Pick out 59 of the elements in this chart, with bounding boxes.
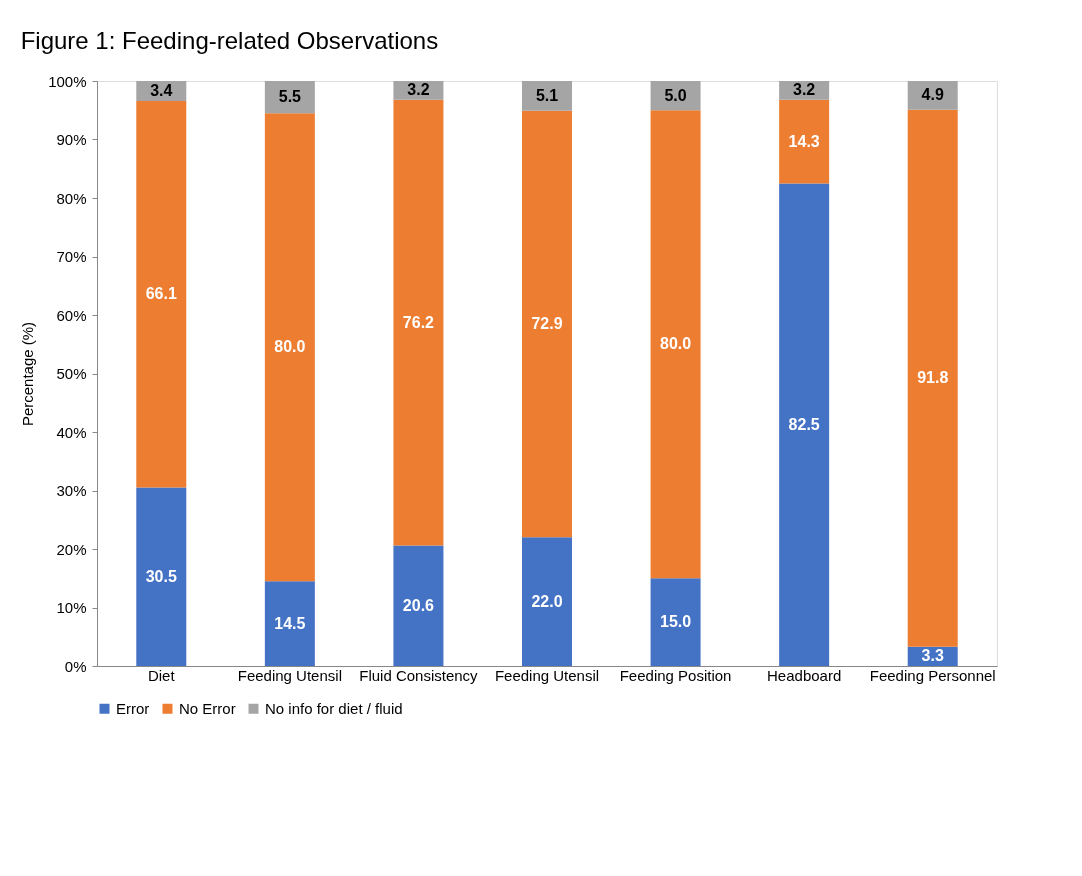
y-tick-label: 60% (56, 306, 87, 324)
data-label: 3.2 (407, 81, 430, 99)
data-label: 14.3 (788, 132, 820, 150)
data-label: 20.6 (402, 596, 435, 614)
data-label: 5.1 (535, 86, 559, 104)
data-label: 30.5 (145, 567, 177, 585)
x-tick-label: Fluid Consistency (359, 666, 479, 684)
bar (650, 110, 701, 579)
data-label: 80.0 (274, 338, 306, 356)
x-tick-label: Feeding Personnel (869, 666, 996, 684)
data-label: 91.8 (917, 369, 949, 387)
data-label: 14.5 (274, 614, 306, 632)
chart-title: Figure 1: Feeding-related Observations (20, 27, 439, 54)
bar (264, 113, 315, 582)
data-label: 72.9 (531, 315, 563, 333)
y-tick-label: 50% (56, 365, 87, 382)
x-tick-label: Feeding Utensil (494, 666, 600, 684)
x-tick-label: Diet (147, 666, 176, 684)
data-label: 76.2 (402, 313, 435, 331)
bar (522, 537, 572, 666)
y-tick-label: 80% (56, 189, 87, 207)
bar (136, 487, 187, 666)
bar (522, 110, 572, 538)
y-tick-label: 10% (56, 599, 87, 616)
data-label: 3.4 (150, 81, 173, 99)
data-label: 82.5 (788, 415, 820, 433)
y-tick-label: 30% (56, 482, 87, 499)
legend-label: No info for diet / fluid (265, 699, 403, 717)
y-axis-title: Percentage (%) (19, 321, 37, 427)
bar (779, 183, 830, 666)
bar (522, 81, 572, 111)
data-label: 15.0 (660, 613, 692, 631)
data-label: 66.1 (145, 285, 177, 303)
x-tick-label: Headboard (767, 666, 842, 684)
data-label: 5.0 (664, 86, 687, 104)
legend-label: Error (116, 699, 150, 717)
bar (907, 109, 958, 647)
y-tick-label: 0% (64, 657, 87, 675)
bar (136, 100, 187, 488)
x-tick-label: Feeding Utensil (237, 666, 342, 684)
y-tick-label: 20% (56, 540, 87, 558)
bar (264, 581, 315, 666)
data-label: 4.9 (921, 86, 944, 104)
y-tick-label: 100% (48, 72, 87, 90)
bar (650, 578, 701, 666)
x-tick-label: Feeding Position (619, 666, 732, 684)
bar (907, 81, 958, 110)
data-label: 5.5 (278, 88, 302, 106)
bar (393, 545, 444, 666)
data-label: 22.0 (531, 592, 563, 610)
bar (393, 99, 444, 546)
data-label: 80.0 (660, 335, 692, 353)
y-tick-label: 40% (56, 423, 87, 441)
bar (779, 99, 830, 184)
y-tick-label: 90% (56, 131, 87, 148)
data-label: 3.2 (793, 81, 816, 99)
legend-label: No Error (179, 699, 236, 717)
y-tick-label: 70% (56, 248, 87, 265)
data-label: 3.3 (921, 647, 944, 665)
